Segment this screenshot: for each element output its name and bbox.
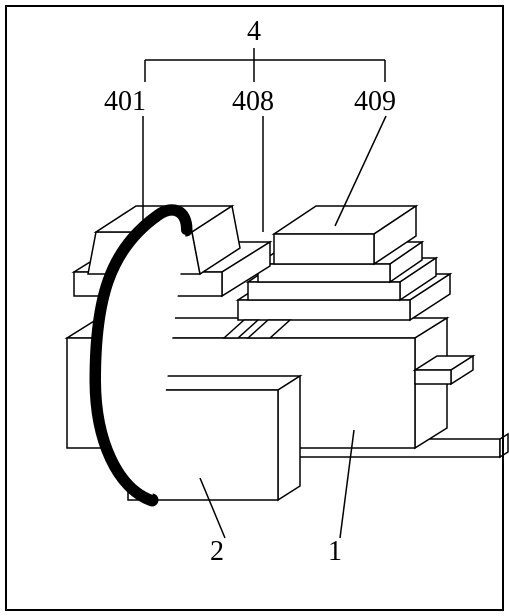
label-409: 409 <box>354 86 396 117</box>
label-401: 401 <box>104 86 146 117</box>
patent-figure: 4 401 408 409 2 1 <box>0 0 509 616</box>
label-1: 1 <box>328 536 342 567</box>
label-2: 2 <box>210 536 224 567</box>
label-4: 4 <box>247 16 261 47</box>
label-408: 408 <box>232 86 274 117</box>
